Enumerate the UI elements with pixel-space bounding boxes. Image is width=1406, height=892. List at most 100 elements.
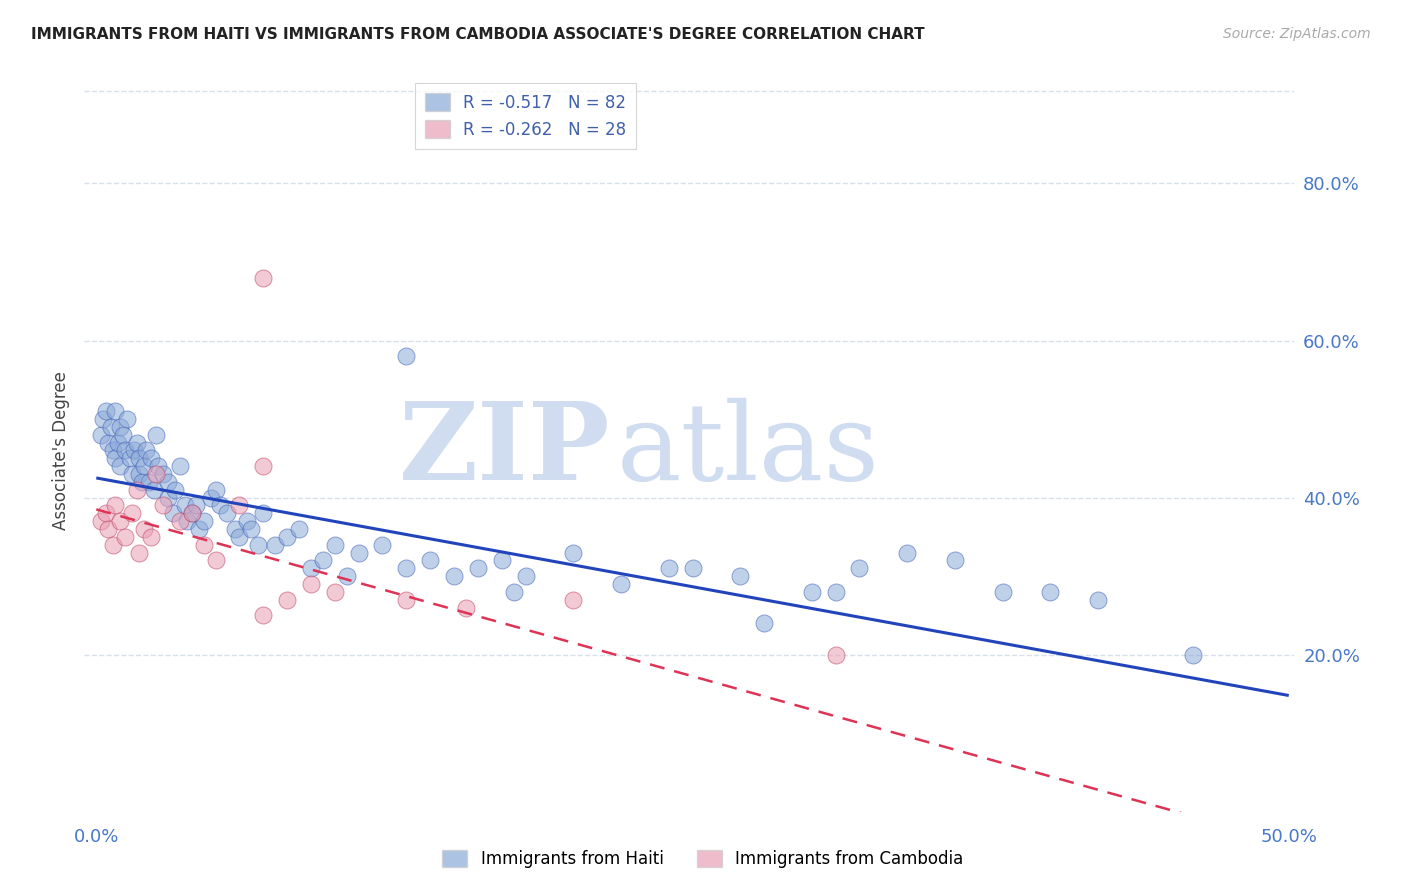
Point: [848, 561, 870, 575]
Point: [1182, 648, 1205, 662]
Text: Source: ZipAtlas.com: Source: ZipAtlas.com: [1223, 27, 1371, 41]
Point: [148, 459, 170, 474]
Point: [200, 491, 222, 505]
Legend: R = -0.517   N = 82, R = -0.262   N = 28: R = -0.517 N = 82, R = -0.262 N = 28: [415, 83, 637, 149]
Text: atlas: atlas: [616, 398, 879, 503]
Point: [104, 451, 127, 466]
Point: [104, 404, 127, 418]
Point: [156, 491, 179, 505]
Point: [395, 561, 418, 575]
Point: [204, 483, 226, 497]
Point: [142, 483, 165, 497]
Point: [107, 435, 129, 450]
Point: [152, 499, 174, 513]
Point: [145, 427, 167, 442]
Point: [169, 514, 191, 528]
Point: [288, 522, 311, 536]
Point: [1087, 592, 1109, 607]
Point: [323, 584, 346, 599]
Point: [128, 451, 150, 466]
Point: [90, 427, 112, 442]
Point: [235, 514, 257, 528]
Point: [93, 412, 115, 426]
Point: [108, 514, 131, 528]
Point: [1039, 584, 1062, 599]
Point: [991, 584, 1014, 599]
Point: [108, 420, 131, 434]
Point: [824, 584, 846, 599]
Point: [299, 577, 322, 591]
Point: [347, 545, 370, 559]
Point: [101, 443, 124, 458]
Point: [173, 499, 195, 513]
Point: [252, 506, 274, 520]
Point: [117, 412, 139, 426]
Point: [752, 616, 775, 631]
Point: [139, 530, 162, 544]
Point: [824, 648, 846, 662]
Point: [515, 569, 537, 583]
Point: [176, 514, 198, 528]
Point: [395, 592, 418, 607]
Point: [156, 475, 179, 489]
Point: [264, 538, 287, 552]
Point: [312, 553, 335, 567]
Point: [104, 499, 127, 513]
Point: [118, 451, 141, 466]
Point: [187, 522, 209, 536]
Point: [395, 349, 418, 363]
Point: [94, 506, 117, 520]
Point: [97, 522, 120, 536]
Point: [152, 467, 174, 481]
Point: [224, 522, 246, 536]
Point: [100, 420, 122, 434]
Point: [800, 584, 823, 599]
Point: [467, 561, 489, 575]
Point: [121, 467, 143, 481]
Point: [101, 538, 124, 552]
Point: [336, 569, 359, 583]
Text: IMMIGRANTS FROM HAITI VS IMMIGRANTS FROM CAMBODIA ASSOCIATE'S DEGREE CORRELATION: IMMIGRANTS FROM HAITI VS IMMIGRANTS FROM…: [31, 27, 925, 42]
Point: [209, 499, 232, 513]
Point: [108, 459, 131, 474]
Point: [896, 545, 918, 559]
Legend: Immigrants from Haiti, Immigrants from Cambodia: Immigrants from Haiti, Immigrants from C…: [436, 843, 970, 875]
Point: [454, 600, 477, 615]
Point: [139, 451, 162, 466]
Point: [97, 435, 120, 450]
Point: [128, 545, 150, 559]
Point: [125, 483, 148, 497]
Point: [124, 443, 146, 458]
Point: [145, 467, 167, 481]
Point: [323, 538, 346, 552]
Point: [121, 506, 143, 520]
Point: [252, 270, 274, 285]
Point: [491, 553, 513, 567]
Point: [94, 404, 117, 418]
Point: [502, 584, 524, 599]
Point: [132, 459, 155, 474]
Point: [728, 569, 751, 583]
Point: [217, 506, 239, 520]
Point: [276, 592, 298, 607]
Point: [943, 553, 966, 567]
Point: [419, 553, 441, 567]
Point: [299, 561, 322, 575]
Y-axis label: Associate's Degree: Associate's Degree: [52, 371, 70, 530]
Point: [658, 561, 681, 575]
Point: [138, 475, 160, 489]
Point: [180, 506, 202, 520]
Point: [125, 435, 148, 450]
Point: [114, 530, 136, 544]
Point: [186, 499, 208, 513]
Point: [562, 545, 585, 559]
Point: [252, 459, 274, 474]
Point: [193, 538, 215, 552]
Point: [682, 561, 704, 575]
Point: [443, 569, 465, 583]
Point: [228, 499, 250, 513]
Point: [276, 530, 298, 544]
Point: [163, 483, 186, 497]
Point: [162, 506, 184, 520]
Point: [562, 592, 585, 607]
